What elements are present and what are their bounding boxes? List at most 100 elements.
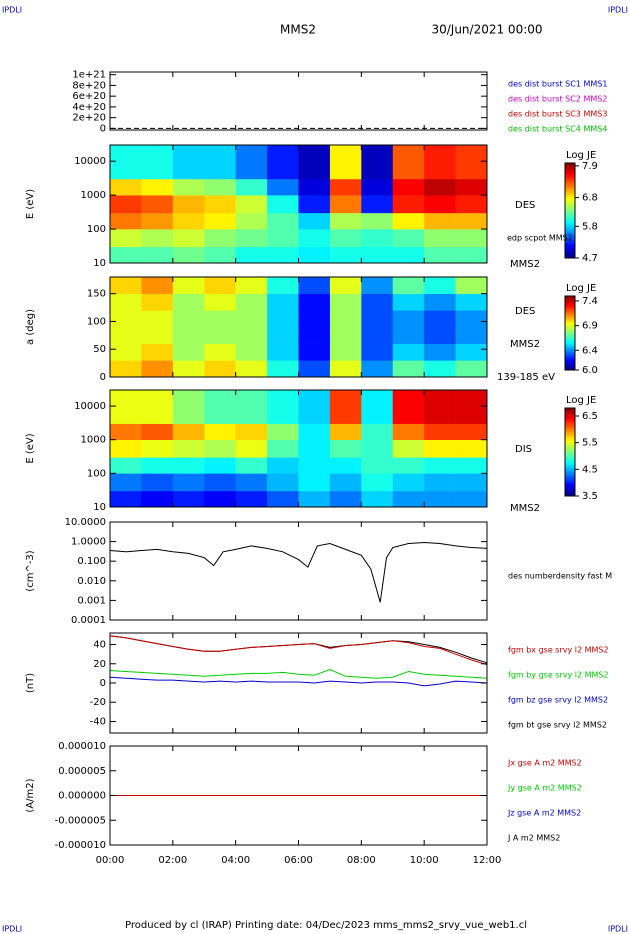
heat-cell [172, 360, 205, 378]
colorbar-step [565, 307, 575, 310]
heat-cell [172, 195, 205, 214]
heat-cell [424, 439, 456, 458]
colorbar-step [565, 191, 575, 195]
heat-cell [172, 327, 205, 344]
colorbar-step [565, 297, 575, 301]
heat-cell [235, 145, 268, 180]
heat-cell [455, 439, 488, 458]
colorbar-title: Log JE [566, 395, 596, 406]
heat-cell [455, 327, 488, 344]
heat-cell [172, 473, 205, 492]
heat-cell [392, 145, 425, 180]
heat-cell [172, 246, 205, 264]
heat-cell [267, 423, 299, 441]
y-tick-label: 0.000005 [58, 766, 106, 777]
heat-cell [267, 145, 299, 180]
colorbar-step [565, 163, 575, 166]
heat-cell [298, 473, 331, 492]
heat-cell [267, 327, 299, 344]
heat-cell [235, 310, 268, 328]
heat-cell [329, 178, 362, 196]
colorbar-step [565, 327, 575, 330]
heat-cell [329, 439, 362, 458]
heat-cell [298, 327, 331, 344]
colorbar-step [565, 220, 575, 223]
heat-cell [392, 423, 425, 441]
heat-cell [329, 212, 362, 230]
heat-cell [455, 178, 488, 196]
colorbar-step [565, 318, 575, 321]
heat-cell [235, 327, 268, 344]
colorbar-step [565, 253, 575, 257]
colorbar-tick-label: 6.9 [582, 321, 598, 332]
heat-cell [424, 195, 456, 214]
heat-cell [455, 229, 488, 248]
heat-cell [172, 212, 205, 230]
heat-cell [329, 490, 362, 508]
heat-cell [361, 360, 394, 378]
y-axis-title: (nT) [25, 673, 36, 693]
colorbar-step [565, 458, 575, 462]
heat-cell [392, 439, 425, 458]
heat-cell [455, 343, 488, 361]
heat-cell [298, 195, 331, 214]
heat-cell [141, 212, 174, 230]
corner-label: IPDLI [608, 925, 628, 934]
heat-cell [204, 439, 236, 458]
heat-cell [298, 145, 331, 180]
heat-cell [329, 277, 362, 294]
heat-cell [110, 212, 142, 230]
heat-cell [329, 195, 362, 214]
legend-entry: fgm by gse srvy l2 MMS2 [508, 671, 609, 680]
heat-cell [392, 229, 425, 248]
heat-cell [361, 423, 394, 441]
y-tick-label: 100 [87, 316, 106, 327]
heat-cell [424, 212, 456, 230]
colorbar-step [565, 463, 575, 466]
heat-cell [455, 390, 488, 424]
heat-cell [329, 310, 362, 328]
heat-cell [298, 310, 331, 328]
y-axis-title: E (eV) [25, 433, 36, 463]
heat-cell [172, 343, 205, 361]
y-tick-label: 40 [93, 640, 106, 651]
y-axis-title: E (eV) [25, 189, 36, 219]
colorbar-step [565, 358, 575, 362]
colorbar-step [565, 487, 575, 490]
colorbar-step [565, 182, 575, 185]
heat-cell [141, 360, 174, 378]
colorbar-step [565, 217, 575, 221]
y-tick-label: 1000 [81, 435, 106, 446]
heat-cell [455, 310, 488, 328]
heat-cell [172, 423, 205, 441]
heat-cell [267, 212, 299, 230]
series-line [109, 541, 488, 603]
y-tick-label: 4e+20 [72, 102, 106, 113]
colorbar-step [565, 491, 575, 495]
colorbar-tick-label: 4.7 [582, 253, 598, 264]
colorbar-step [565, 345, 575, 349]
series-line [109, 635, 488, 664]
heat-cell [235, 457, 268, 474]
annotation: MMS2 [510, 259, 540, 270]
heat-cell [329, 246, 362, 264]
colorbar-step [565, 366, 575, 369]
colorbar-step [565, 215, 575, 219]
colorbar-step [565, 201, 575, 204]
colorbar-step [565, 408, 575, 411]
colorbar-step [565, 193, 575, 197]
y-tick-label: 0 [100, 123, 106, 134]
colorbar-step [565, 480, 575, 484]
colorbar-step [565, 170, 575, 173]
y-tick-label: 1.0000 [71, 537, 106, 548]
legend-entry: fgm bx gse srvy l2 MMS2 [508, 646, 609, 655]
heat-cell [392, 343, 425, 361]
heat-cell [235, 246, 268, 264]
series-line [109, 676, 488, 687]
heat-cell [110, 343, 142, 361]
heat-cell [424, 310, 456, 328]
colorbar-step [565, 334, 575, 338]
heat-cell [141, 229, 174, 248]
heat-cell [235, 293, 268, 311]
colorbar-tick-label: 5.8 [582, 221, 598, 232]
